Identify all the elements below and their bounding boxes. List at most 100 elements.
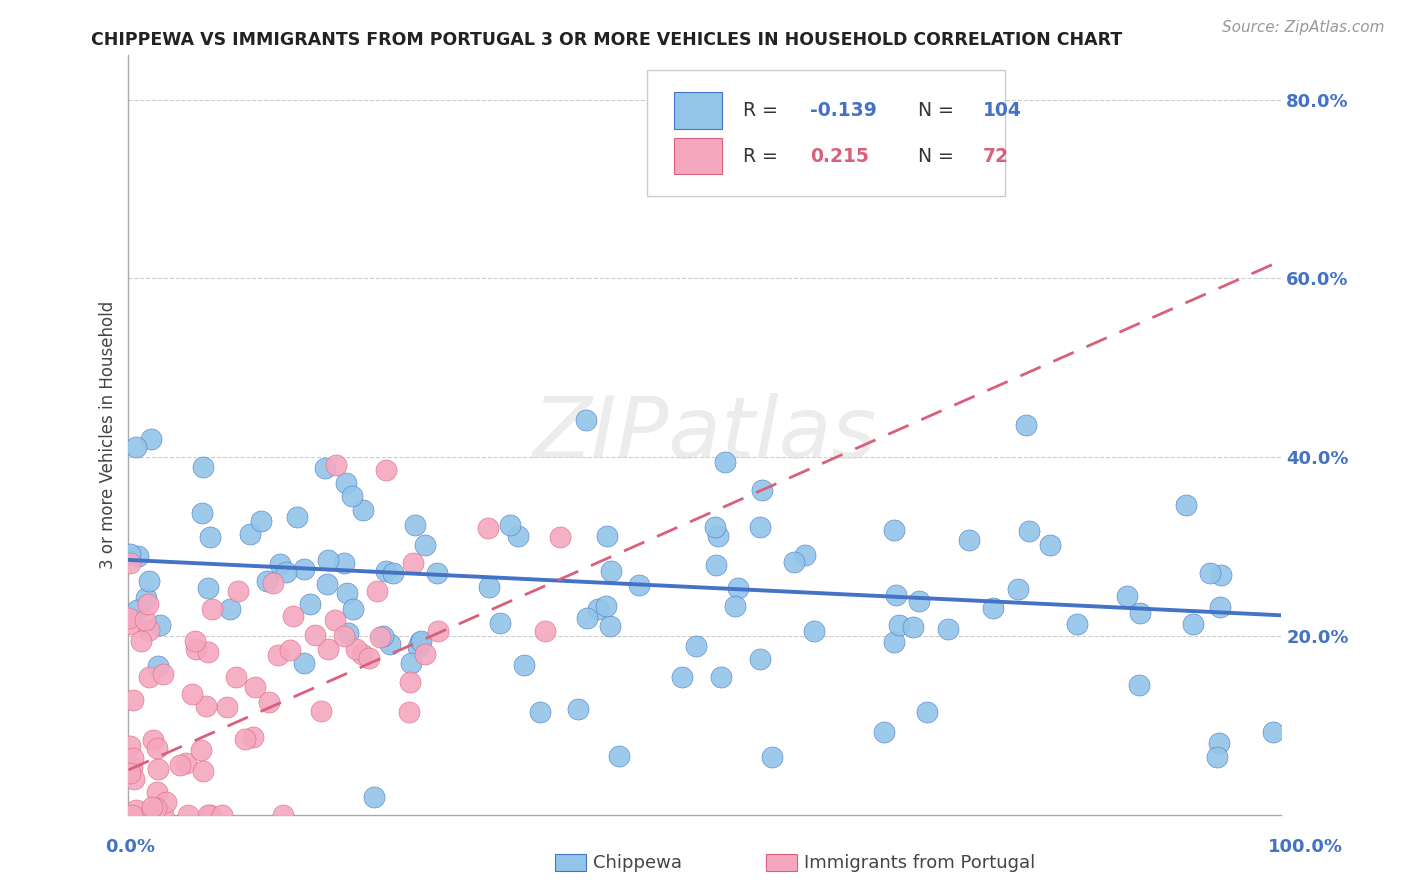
Point	[1066, 616, 1088, 631]
Point	[304, 627, 326, 641]
Text: 100.0%: 100.0%	[1268, 838, 1343, 855]
Point	[727, 581, 749, 595]
Point	[340, 489, 363, 503]
Point	[803, 624, 825, 638]
Point	[342, 602, 364, 616]
Point	[316, 552, 339, 566]
Point	[152, 807, 174, 822]
Point	[198, 807, 221, 822]
Bar	[673, 138, 723, 174]
Point	[239, 527, 262, 541]
Point	[359, 651, 381, 665]
Point	[315, 577, 337, 591]
Text: N =: N =	[918, 146, 960, 166]
Point	[190, 743, 212, 757]
Point	[127, 549, 149, 564]
Point	[285, 510, 308, 524]
Point	[191, 460, 214, 475]
Point	[413, 647, 436, 661]
Point	[141, 800, 163, 814]
Text: Source: ZipAtlas.com: Source: ZipAtlas.com	[1222, 20, 1385, 35]
Point	[194, 698, 217, 713]
Point	[373, 629, 395, 643]
Point	[533, 624, 555, 638]
Point	[169, 758, 191, 772]
Point	[707, 529, 730, 543]
Point	[426, 624, 449, 639]
Point	[129, 633, 152, 648]
Point	[477, 581, 499, 595]
Point	[121, 807, 143, 822]
Point	[599, 564, 621, 578]
Point	[262, 576, 284, 591]
Point	[122, 807, 145, 822]
FancyBboxPatch shape	[647, 70, 1005, 195]
Point	[751, 483, 773, 497]
Point	[1208, 736, 1230, 750]
Point	[278, 642, 301, 657]
Point	[191, 506, 214, 520]
Text: R =: R =	[742, 101, 783, 120]
Point	[146, 763, 169, 777]
Point	[141, 432, 163, 446]
Point	[627, 578, 650, 592]
Point	[426, 566, 449, 581]
Point	[575, 412, 598, 426]
Text: Immigrants from Portugal: Immigrants from Portugal	[804, 854, 1035, 871]
Point	[337, 625, 360, 640]
Point	[704, 558, 727, 572]
Point	[215, 700, 238, 714]
Point	[398, 706, 420, 720]
Point	[242, 731, 264, 745]
Point	[724, 599, 747, 614]
Point	[363, 789, 385, 804]
Point	[233, 732, 256, 747]
Point	[981, 600, 1004, 615]
Point	[404, 518, 426, 533]
Point	[748, 651, 770, 665]
Point	[413, 538, 436, 552]
Point	[184, 642, 207, 657]
Point	[1209, 567, 1232, 582]
Point	[177, 807, 200, 822]
Point	[595, 529, 617, 543]
Point	[873, 725, 896, 739]
Point	[368, 631, 391, 645]
Point	[883, 523, 905, 537]
Point	[366, 584, 388, 599]
Point	[118, 766, 141, 780]
Point	[245, 680, 267, 694]
Point	[197, 581, 219, 595]
Text: N =: N =	[918, 101, 960, 120]
Point	[125, 803, 148, 817]
Text: Chippewa: Chippewa	[593, 854, 682, 871]
Point	[335, 475, 357, 490]
Point	[599, 619, 621, 633]
Point	[314, 461, 336, 475]
Point	[249, 514, 271, 528]
Point	[138, 670, 160, 684]
Point	[292, 562, 315, 576]
Point	[316, 641, 339, 656]
Point	[402, 556, 425, 570]
Point	[152, 666, 174, 681]
Point	[276, 565, 298, 579]
Point	[292, 656, 315, 670]
Point	[257, 695, 280, 709]
Point	[548, 530, 571, 544]
Point	[134, 613, 156, 627]
Point	[183, 633, 205, 648]
Point	[381, 566, 404, 581]
Point	[936, 622, 959, 636]
Point	[122, 693, 145, 707]
Point	[1018, 524, 1040, 538]
Point	[350, 647, 373, 661]
Point	[333, 557, 356, 571]
Point	[336, 585, 359, 599]
Point	[121, 760, 143, 774]
Point	[499, 518, 522, 533]
Point	[576, 611, 599, 625]
Point	[211, 807, 233, 822]
Point	[127, 603, 149, 617]
Point	[198, 530, 221, 544]
